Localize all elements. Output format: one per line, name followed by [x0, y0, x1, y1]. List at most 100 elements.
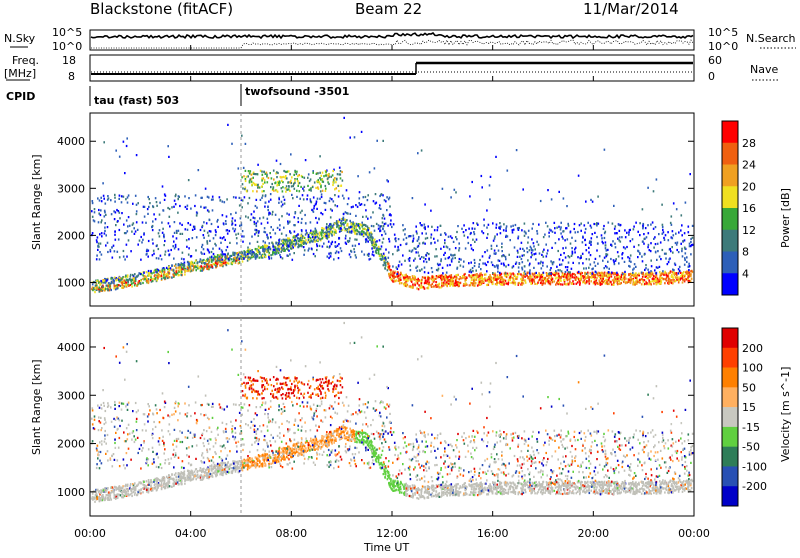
- power-cell: [637, 231, 639, 233]
- power-cell: [280, 243, 282, 245]
- power-cell: [195, 194, 197, 196]
- power-cell: [625, 236, 627, 238]
- power-cell: [260, 170, 262, 172]
- power-cell: [128, 194, 130, 196]
- power-cell: [596, 236, 598, 238]
- power-cell: [674, 263, 676, 265]
- power-cell: [419, 242, 421, 244]
- power-cell: [444, 276, 446, 278]
- velocity-cell: [203, 468, 205, 470]
- power-cell: [218, 261, 220, 263]
- power-cell: [308, 173, 310, 175]
- power-cell: [350, 226, 352, 228]
- power-cell: [480, 283, 482, 285]
- power-cell: [221, 264, 223, 266]
- power-cell: [381, 253, 383, 255]
- power-cell: [181, 264, 183, 266]
- power-cell: [392, 280, 394, 282]
- power-cell: [690, 245, 692, 247]
- power-cell: [591, 277, 593, 279]
- power-cell: [370, 216, 372, 218]
- power-cell: [513, 229, 515, 231]
- power-cell: [508, 279, 510, 281]
- power-cell: [357, 206, 359, 208]
- power-cell: [164, 271, 166, 273]
- power-cell: [195, 260, 197, 262]
- power-cell: [153, 213, 155, 215]
- power-cell: [505, 227, 507, 229]
- power-cell: [580, 273, 582, 275]
- power-cell: [286, 248, 288, 250]
- power-cell: [239, 258, 241, 260]
- power-cell: [201, 253, 203, 255]
- power-cell: [660, 273, 662, 275]
- power-cell: [227, 124, 229, 126]
- power-cell: [424, 226, 426, 228]
- power-cell: [488, 280, 490, 282]
- power-cell: [130, 279, 132, 281]
- power-cell: [156, 205, 158, 207]
- power-cell: [235, 228, 237, 230]
- power-cell: [107, 242, 109, 244]
- power-cell: [590, 280, 592, 282]
- power-cell: [296, 190, 298, 192]
- power-cell: [289, 230, 291, 232]
- power-cell: [122, 287, 124, 289]
- power-cell: [427, 281, 429, 283]
- power-cell: [330, 216, 332, 218]
- power-cell: [328, 236, 330, 238]
- power-cell: [259, 257, 261, 259]
- power-cell: [447, 264, 449, 266]
- power-cell: [100, 289, 102, 291]
- power-cell: [408, 235, 410, 237]
- power-cell: [400, 244, 402, 246]
- power-cell: [252, 177, 254, 179]
- power-cell: [105, 282, 107, 284]
- power-cell: [560, 222, 562, 224]
- power-cell: [281, 205, 283, 207]
- power-cell: [647, 224, 649, 226]
- power-cell: [340, 170, 342, 172]
- power-ylabel: Slant Range [km]: [30, 154, 43, 250]
- power-cell: [155, 278, 157, 280]
- power-cell: [146, 279, 148, 281]
- velocity-cell: [319, 443, 321, 445]
- power-cell: [533, 267, 535, 269]
- power-cell: [572, 252, 574, 254]
- power-cell: [637, 250, 639, 252]
- power-cell: [117, 251, 119, 253]
- power-cell: [178, 248, 180, 250]
- power-cell: [187, 270, 189, 272]
- power-cell: [351, 230, 353, 232]
- power-cell: [266, 174, 268, 176]
- power-cell: [433, 285, 435, 287]
- power-cell: [484, 274, 486, 276]
- power-cell: [606, 282, 608, 284]
- power-cell: [305, 230, 307, 232]
- power-cell: [96, 241, 98, 243]
- power-cell: [250, 250, 252, 252]
- power-cell: [133, 227, 135, 229]
- power-cell: [397, 246, 399, 248]
- power-cell: [540, 261, 542, 263]
- power-cell: [359, 197, 361, 199]
- power-cell: [525, 282, 527, 284]
- power-cell: [323, 228, 325, 230]
- power-cell: [180, 269, 182, 271]
- power-cell: [440, 286, 442, 288]
- power-cell: [615, 225, 617, 227]
- power-cell: [243, 258, 245, 260]
- power-cell: [492, 222, 494, 224]
- power-cell: [92, 200, 94, 202]
- power-cell: [579, 278, 581, 280]
- velocity-cell: [220, 462, 222, 464]
- power-cell: [253, 173, 255, 175]
- power-cell: [532, 273, 534, 275]
- power-cell: [618, 255, 620, 257]
- power-cell: [452, 257, 454, 259]
- power-cell: [382, 256, 384, 258]
- power-cell: [197, 212, 199, 214]
- power-cell: [272, 213, 274, 215]
- power-cell: [614, 228, 616, 230]
- power-cell: [110, 199, 112, 201]
